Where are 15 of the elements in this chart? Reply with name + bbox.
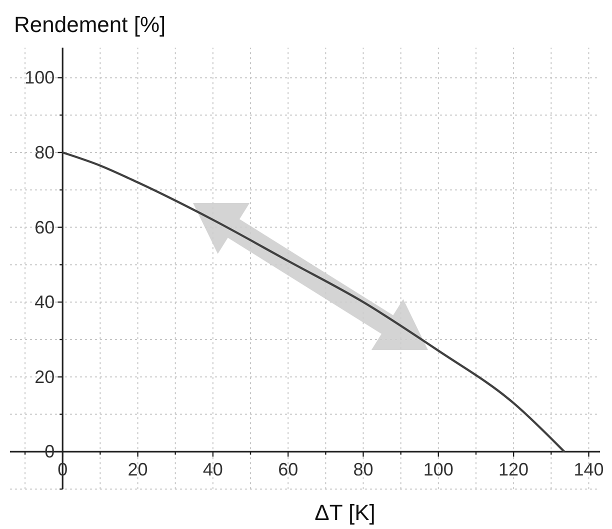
x-tick-label: 20: [128, 460, 148, 480]
x-tick-label: 80: [353, 460, 374, 480]
x-tick-label: 140: [574, 460, 604, 480]
x-tick-label: 60: [278, 460, 298, 480]
y-tick-label: 100: [24, 68, 55, 88]
x-tick-label: 120: [498, 460, 529, 480]
y-tick-label: 20: [34, 366, 55, 387]
x-axis-title: ΔT [K]: [314, 500, 376, 525]
x-tick-label: 40: [202, 460, 223, 480]
x-tick-label: 100: [423, 460, 454, 480]
y-tick-label: 80: [34, 142, 55, 162]
y-tick-label: 40: [34, 292, 55, 312]
line-series: [62, 151, 566, 453]
chart-title: Rendement [%]: [14, 12, 166, 37]
y-tick-label: 60: [34, 217, 55, 238]
